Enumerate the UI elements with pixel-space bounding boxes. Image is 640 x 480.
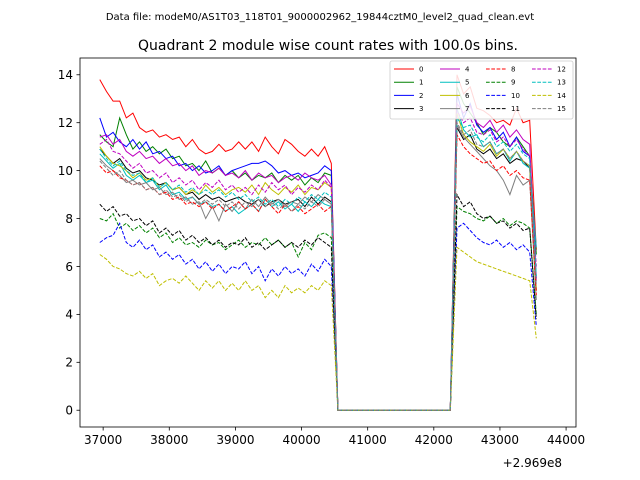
- series-line-7: [99, 123, 537, 411]
- legend-label-14: 14: [557, 92, 566, 100]
- series-line-13: [99, 116, 537, 411]
- plot-area: 37000 38000 39000 40000 41000 42000 43000 44000…: [58, 57, 585, 470]
- series-group: [99, 74, 537, 411]
- legend-box: [389, 60, 574, 120]
- legend-label-8: 8: [511, 66, 515, 74]
- x-tick-label: 43000: [481, 433, 519, 447]
- legend-label-2: 2: [419, 92, 423, 100]
- series-line-14: [99, 246, 537, 411]
- legend-label-3: 3: [419, 105, 423, 113]
- y-tick-label: 14: [58, 68, 73, 82]
- x-tick-label: 38000: [150, 433, 188, 447]
- chart-title: Quadrant 2 module wise count rates with …: [138, 38, 518, 54]
- y-tick-label: 4: [65, 308, 73, 322]
- series-line-8: [99, 132, 537, 411]
- series-line-9: [99, 205, 537, 411]
- axes: 37000 38000 39000 40000 41000 42000 43000 44000…: [58, 57, 585, 470]
- series-line-5: [99, 108, 537, 411]
- legend-label-9: 9: [511, 79, 515, 87]
- x-tick-label: 40000: [282, 433, 320, 447]
- y-tick-label: 8: [65, 212, 73, 226]
- legend-label-7: 7: [465, 105, 469, 113]
- legend-label-0: 0: [419, 66, 423, 74]
- legend-label-1: 1: [419, 79, 423, 87]
- figure-suptitle: Data file: modeM0/AS1T03_118T01_90000029…: [106, 12, 534, 23]
- legend-label-6: 6: [465, 92, 470, 100]
- y-tick-label: 12: [58, 116, 73, 130]
- series-line-12: [99, 108, 537, 411]
- x-tick-label: 37000: [84, 433, 122, 447]
- y-tick-label: 6: [65, 260, 73, 274]
- axes-frame: [79, 57, 577, 428]
- series-line-11: [99, 192, 537, 411]
- legend-label-15: 15: [557, 105, 566, 113]
- y-tick-label: 10: [58, 164, 73, 178]
- legend-label-10: 10: [511, 92, 520, 100]
- y-tick-label: 2: [65, 356, 73, 370]
- series-line-15: [99, 120, 537, 411]
- y-tick-label: 0: [65, 404, 73, 418]
- x-offset-label: +2.969e8: [503, 456, 562, 470]
- legend-label-4: 4: [465, 66, 470, 74]
- legend-label-5: 5: [465, 79, 469, 87]
- x-tick-label: 39000: [216, 433, 254, 447]
- x-tick-label: 41000: [349, 433, 387, 447]
- series-line-10: [99, 222, 537, 411]
- legend-label-11: 11: [511, 105, 520, 113]
- x-tick-label: 44000: [547, 433, 585, 447]
- legend-label-12: 12: [557, 66, 566, 74]
- x-tick-label: 42000: [415, 433, 453, 447]
- legend-label-13: 13: [557, 79, 566, 87]
